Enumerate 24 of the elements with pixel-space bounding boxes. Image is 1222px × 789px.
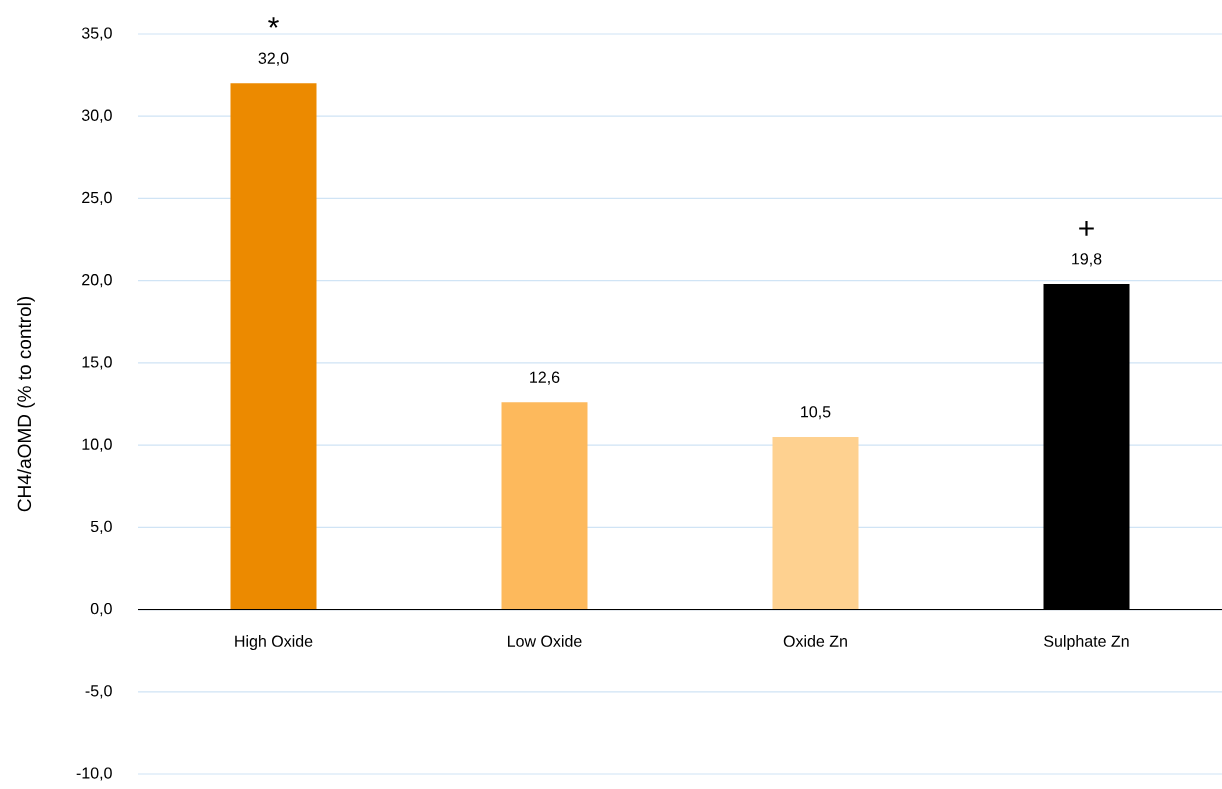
bar: [501, 402, 588, 610]
y-tick-label: 20,0: [82, 274, 112, 288]
data-label: 10,5: [801, 406, 831, 420]
text: *: [268, 17, 279, 28]
x-tick-label: Low Oxide: [508, 635, 582, 647]
y-tick-label: -10,0: [76, 767, 112, 781]
y-tick-label: 25,0: [82, 191, 112, 206]
y-tick-label: 10,0: [82, 438, 112, 452]
x-tick-label: Sulphate Zn: [1044, 635, 1129, 651]
bar: [772, 436, 859, 610]
y-axis-title: CH4/aOMD (% to control): [17, 296, 35, 512]
data-label: 12,6: [530, 371, 560, 385]
y-tick-label: -5,0: [85, 685, 112, 699]
x-tick-label: High Oxide: [235, 635, 313, 651]
data-label: 32,0: [258, 52, 289, 66]
y-tick-label: 0,0: [90, 602, 112, 617]
data-label: 19,8: [1072, 253, 1102, 267]
y-tick-label: 30,0: [81, 109, 112, 123]
y-tick-label: 15,0: [82, 356, 112, 370]
y-tick-label: 35,0: [81, 27, 112, 41]
x-tick-label: Oxide Zn: [783, 635, 847, 647]
annotation: +: [1079, 221, 1094, 236]
bar: [230, 83, 317, 610]
y-tick-label: 5,0: [90, 520, 112, 534]
